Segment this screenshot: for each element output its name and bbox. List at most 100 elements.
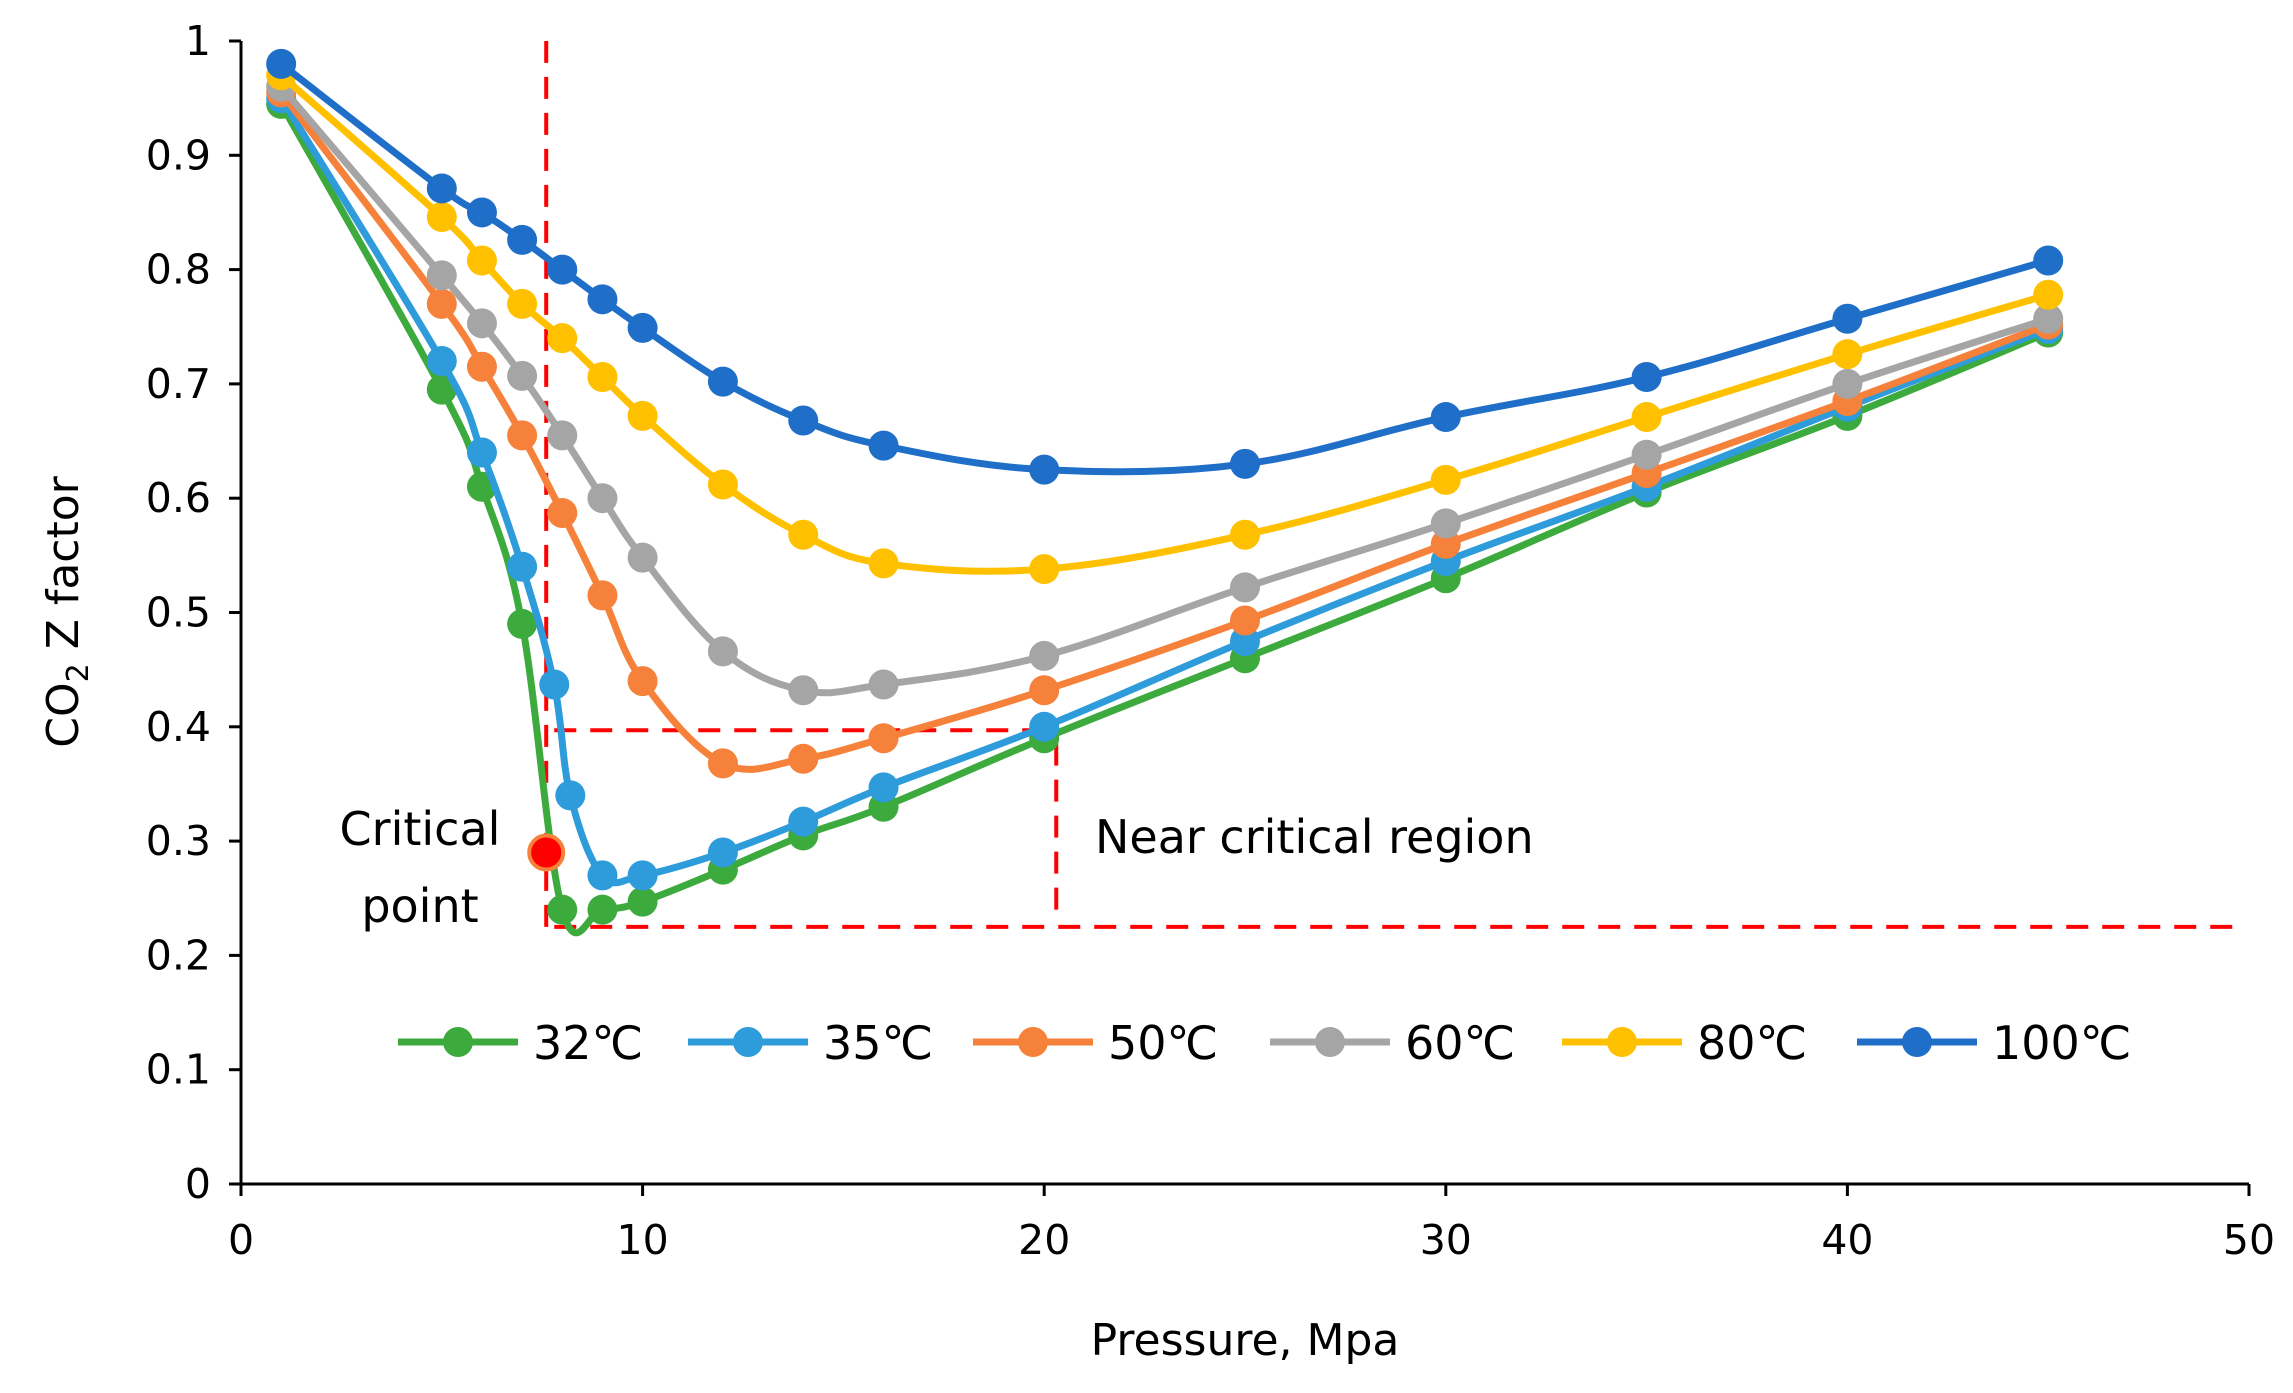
data-point	[1832, 368, 1863, 399]
data-point	[1029, 454, 1060, 485]
data-point	[868, 548, 899, 579]
data-point	[1029, 675, 1060, 706]
data-point	[1230, 626, 1260, 657]
y-tick-label: 0.3	[146, 817, 211, 865]
x-tick-label: 0	[228, 1216, 254, 1264]
data-point	[1430, 402, 1461, 433]
data-point	[426, 288, 457, 319]
reference-lines	[544, 41, 2233, 929]
series-line	[278, 96, 2050, 887]
y-tick-label: 0	[185, 1160, 211, 1208]
data-point	[466, 351, 497, 382]
data-point	[627, 400, 658, 431]
legend-label: 35℃	[823, 1016, 933, 1070]
y-tick-label: 0.9	[146, 131, 211, 179]
y-tick-label: 0.4	[146, 703, 211, 751]
legend-item: 100℃	[1857, 1016, 2131, 1070]
data-point	[587, 580, 618, 611]
data-point	[1832, 339, 1863, 370]
series-line	[278, 90, 2050, 773]
data-point	[2033, 279, 2064, 310]
data-point	[868, 669, 899, 700]
data-point	[507, 360, 538, 391]
data-point	[426, 346, 457, 377]
legend-item: 60℃	[1270, 1016, 1515, 1070]
data-point	[547, 323, 578, 354]
data-point	[1430, 464, 1461, 495]
legend-label: 100℃	[1992, 1016, 2131, 1070]
y-tick-label: 0.6	[146, 474, 211, 522]
data-point	[547, 894, 578, 925]
data-point	[627, 860, 658, 891]
data-point	[627, 666, 658, 697]
data-point	[788, 405, 819, 436]
data-point	[1430, 528, 1461, 559]
data-point	[1230, 448, 1260, 479]
data-point	[868, 430, 899, 461]
data-point	[1631, 362, 1662, 393]
x-tick-label: 40	[1821, 1216, 1873, 1264]
x-tick-label: 10	[617, 1216, 669, 1264]
data-point	[587, 860, 618, 891]
data-point	[426, 202, 457, 233]
legend-marker	[733, 1027, 763, 1057]
data-point	[1832, 303, 1863, 334]
legend-marker	[1607, 1027, 1637, 1057]
series-100c	[266, 48, 2064, 485]
data-point	[868, 772, 899, 803]
series-32c	[266, 88, 2064, 937]
critical-point-label-line2: point	[361, 879, 478, 933]
data-point	[1029, 711, 1060, 742]
data-point	[707, 469, 738, 500]
legend-marker	[1018, 1027, 1048, 1057]
data-point	[2033, 245, 2064, 276]
data-point	[1430, 508, 1461, 539]
data-point	[466, 197, 497, 228]
y-tick-label: 0.7	[146, 360, 211, 408]
data-point	[507, 224, 538, 255]
data-point	[1029, 640, 1060, 671]
data-point	[587, 483, 618, 514]
data-point	[547, 420, 578, 451]
data-point	[426, 173, 457, 204]
data-point	[587, 894, 618, 925]
data-point	[466, 437, 497, 468]
data-point	[587, 284, 618, 315]
data-point	[1230, 572, 1260, 603]
legend-label: 50℃	[1108, 1016, 1218, 1070]
data-point	[707, 366, 738, 397]
data-point	[426, 260, 457, 291]
y-tick-label: 0.8	[146, 246, 211, 294]
data-point	[507, 420, 538, 451]
data-point	[788, 806, 819, 837]
x-axis-title: Pressure, Mpa	[1091, 1315, 1400, 1366]
legend-marker	[1315, 1027, 1345, 1057]
data-point	[868, 723, 899, 754]
data-point	[507, 288, 538, 319]
x-tick-label: 20	[1018, 1216, 1070, 1264]
data-point	[1230, 519, 1260, 550]
data-point	[587, 362, 618, 393]
series-80c	[266, 60, 2064, 585]
legend-label: 60℃	[1405, 1016, 1515, 1070]
legend-marker	[1902, 1027, 1932, 1057]
near-critical-region-label: Near critical region	[1095, 810, 1534, 864]
y-tick-label: 0.1	[146, 1046, 211, 1094]
data-point	[507, 551, 538, 582]
x-tick-label: 50	[2223, 1216, 2275, 1264]
data-point	[788, 743, 819, 774]
legend-item: 32℃	[398, 1016, 643, 1070]
data-point	[555, 780, 586, 811]
data-point	[1631, 439, 1662, 470]
data-point	[2033, 303, 2064, 334]
y-tick-label: 1	[185, 17, 211, 65]
data-point	[627, 886, 658, 917]
critical-point-marker	[527, 833, 566, 872]
data-point	[266, 48, 297, 79]
data-point	[1029, 554, 1060, 585]
data-point	[426, 374, 457, 405]
legend-item: 50℃	[973, 1016, 1218, 1070]
data-point	[627, 312, 658, 343]
data-point	[707, 837, 738, 868]
data-point	[507, 608, 538, 639]
